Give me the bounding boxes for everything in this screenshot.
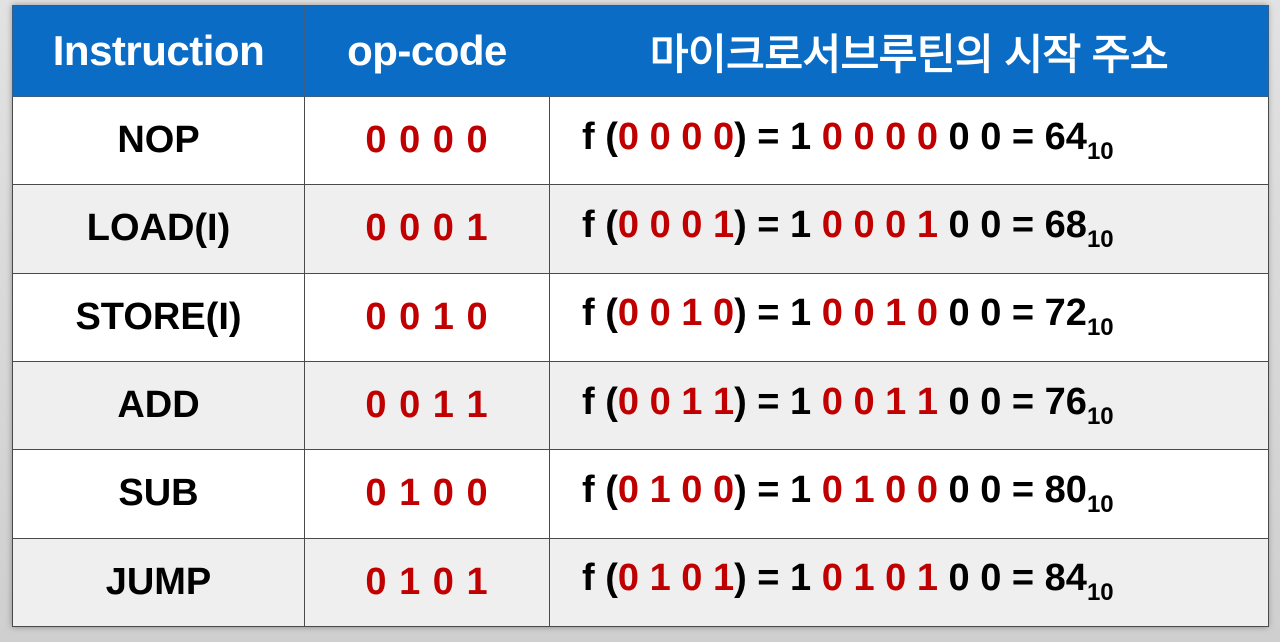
expr-prefix: f ( bbox=[582, 468, 618, 511]
expr-mid: ) = 1 bbox=[734, 292, 822, 335]
expr-opcode: 0 1 0 1 bbox=[617, 557, 735, 600]
expr-decimal: 68 bbox=[1044, 203, 1087, 246]
header-instruction: Instruction bbox=[12, 5, 305, 97]
instruction-cell: SUB bbox=[12, 449, 305, 539]
expr-opcode: 0 0 0 1 bbox=[617, 203, 735, 246]
instruction-cell: STORE(I) bbox=[12, 272, 305, 362]
expr-tail: 0 0 = bbox=[937, 557, 1045, 600]
start-address-cell: f (0 0 0 0) = 1 0 0 0 0 0 0 = 6410 bbox=[549, 95, 1269, 186]
expr-opcode: 0 0 0 0 bbox=[617, 115, 735, 158]
expr-base-subscript: 10 bbox=[1086, 490, 1114, 518]
header-opcode: op-code bbox=[304, 5, 550, 97]
expr-bits: 0 0 0 0 bbox=[821, 115, 938, 158]
start-address-cell: f (0 0 1 1) = 1 0 0 1 1 0 0 = 7610 bbox=[549, 360, 1269, 451]
expr-bits: 0 1 0 1 bbox=[821, 557, 938, 600]
expr-base-subscript: 10 bbox=[1086, 579, 1114, 607]
header-start-address: 마이크로서브루틴의 시작 주소 bbox=[549, 5, 1269, 97]
expr-bits: 0 0 1 1 bbox=[821, 380, 938, 423]
expr-decimal: 84 bbox=[1044, 557, 1087, 600]
expr-mid: ) = 1 bbox=[734, 380, 822, 423]
opcode-cell: 0 0 1 1 bbox=[304, 360, 550, 451]
start-address-cell: f (0 0 1 0) = 1 0 0 1 0 0 0 = 7210 bbox=[549, 272, 1269, 362]
expr-base-subscript: 10 bbox=[1086, 225, 1114, 253]
opcode-cell: 0 0 0 0 bbox=[304, 95, 550, 186]
expr-prefix: f ( bbox=[582, 292, 618, 335]
expr-decimal: 72 bbox=[1044, 292, 1087, 335]
instruction-cell: ADD bbox=[12, 360, 305, 451]
expr-mid: ) = 1 bbox=[734, 203, 822, 246]
expr-opcode: 0 0 1 0 bbox=[617, 292, 735, 335]
opcode-cell: 0 0 0 1 bbox=[304, 184, 550, 274]
opcode-table: Instruction op-code 마이크로서브루틴의 시작 주소 NOP 0… bbox=[12, 5, 1269, 628]
expr-decimal: 80 bbox=[1044, 468, 1087, 511]
expr-tail: 0 0 = bbox=[937, 468, 1045, 511]
start-address-cell: f (0 1 0 0) = 1 0 1 0 0 0 0 = 8010 bbox=[549, 449, 1269, 539]
start-address-cell: f (0 1 0 1) = 1 0 1 0 1 0 0 = 8410 bbox=[549, 537, 1269, 628]
expr-bits: 0 1 0 0 bbox=[821, 468, 938, 511]
expr-mid: ) = 1 bbox=[734, 115, 822, 158]
expr-decimal: 76 bbox=[1044, 380, 1087, 423]
opcode-cell: 0 1 0 1 bbox=[304, 537, 550, 628]
table-header-row: Instruction op-code 마이크로서브루틴의 시작 주소 bbox=[12, 5, 1269, 97]
expr-tail: 0 0 = bbox=[937, 203, 1045, 246]
expr-base-subscript: 10 bbox=[1086, 137, 1114, 165]
expr-opcode: 0 1 0 0 bbox=[617, 468, 735, 511]
expr-tail: 0 0 = bbox=[937, 115, 1045, 158]
expr-tail: 0 0 = bbox=[937, 380, 1045, 423]
instruction-cell: NOP bbox=[12, 95, 305, 186]
expr-mid: ) = 1 bbox=[734, 468, 822, 511]
expr-prefix: f ( bbox=[582, 115, 618, 158]
instruction-cell: JUMP bbox=[12, 537, 305, 628]
expr-prefix: f ( bbox=[582, 557, 618, 600]
expr-prefix: f ( bbox=[582, 380, 618, 423]
instruction-cell: LOAD(I) bbox=[12, 184, 305, 274]
expr-mid: ) = 1 bbox=[734, 557, 822, 600]
expr-decimal: 64 bbox=[1044, 115, 1087, 158]
opcode-table-container: Instruction op-code 마이크로서브루틴의 시작 주소 NOP 0… bbox=[12, 5, 1269, 628]
expr-opcode: 0 0 1 1 bbox=[617, 380, 735, 423]
opcode-cell: 0 1 0 0 bbox=[304, 449, 550, 539]
expr-tail: 0 0 = bbox=[937, 292, 1045, 335]
expr-bits: 0 0 0 1 bbox=[821, 203, 938, 246]
opcode-cell: 0 0 1 0 bbox=[304, 272, 550, 362]
start-address-cell: f (0 0 0 1) = 1 0 0 0 1 0 0 = 6810 bbox=[549, 184, 1269, 274]
expr-prefix: f ( bbox=[582, 203, 618, 246]
expr-base-subscript: 10 bbox=[1086, 314, 1114, 342]
expr-bits: 0 0 1 0 bbox=[821, 292, 938, 335]
expr-base-subscript: 10 bbox=[1086, 402, 1114, 430]
